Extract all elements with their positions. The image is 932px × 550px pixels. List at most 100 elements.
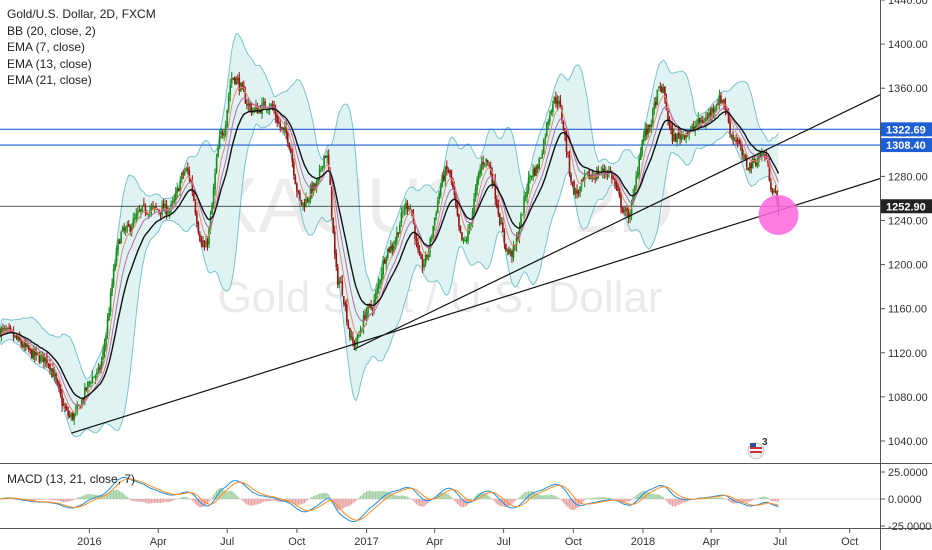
candle-body: [62, 404, 65, 406]
candle-body: [371, 309, 374, 311]
candle-body: [645, 128, 648, 135]
legend-ema13[interactable]: EMA (13, close): [7, 56, 92, 71]
candle-body: [758, 155, 760, 163]
candle-body: [106, 319, 109, 335]
candle-body: [305, 198, 307, 207]
candle-body: [650, 124, 653, 128]
candle-body: [31, 349, 33, 359]
candle-body: [547, 121, 550, 124]
candle-body: [37, 352, 39, 355]
candle-body: [529, 176, 531, 178]
candle-body: [20, 341, 23, 345]
macd-tick-label: 0.0000: [888, 494, 922, 506]
candle-body: [171, 201, 174, 203]
candle-body: [93, 376, 95, 378]
candle-body: [96, 371, 98, 375]
macd-pane: [0, 476, 880, 522]
candle-body: [458, 214, 460, 227]
price-badges: 1322.69 1308.40 1252.90: [881, 122, 932, 214]
candle-body: [386, 248, 389, 258]
flag-badge: 3: [747, 437, 768, 460]
candle-body: [756, 160, 759, 166]
candle-body: [162, 204, 165, 211]
candle-body: [356, 335, 359, 345]
horizontal-levels: [0, 128, 880, 207]
candle-body: [545, 122, 548, 137]
candle-body: [518, 228, 521, 238]
candle-body: [630, 202, 633, 217]
candle-body: [285, 126, 288, 134]
time-tick-label: Oct: [841, 536, 858, 548]
candle-body: [223, 134, 225, 136]
candle-body: [735, 139, 737, 142]
candle-body: [556, 101, 559, 105]
candle-body: [524, 195, 527, 197]
candle-body: [632, 194, 634, 204]
candle-body: [697, 118, 700, 125]
legend-bb[interactable]: BB (20, close, 2): [7, 23, 96, 38]
ema-lines: [0, 86, 780, 413]
candle-body: [552, 104, 554, 113]
candle-body: [402, 211, 404, 213]
candle-body: [558, 100, 560, 104]
candle-body: [695, 124, 698, 127]
candle-body: [694, 125, 697, 130]
candle-body: [676, 133, 678, 143]
candle-body: [124, 228, 127, 232]
candle-body: [686, 132, 689, 135]
candle-body: [109, 292, 112, 312]
candle-body: [127, 224, 130, 227]
candle-body: [582, 178, 584, 180]
candle-body: [555, 97, 557, 103]
candle-body: [732, 134, 734, 140]
candle-body: [403, 210, 406, 212]
candle-body: [714, 108, 716, 114]
candle-body: [26, 344, 29, 348]
candle-body: [624, 209, 627, 212]
candle-body: [659, 86, 662, 88]
candle-body: [664, 86, 666, 99]
candle-body: [433, 217, 436, 226]
candle-body: [99, 367, 101, 370]
candle-body: [583, 173, 586, 181]
candle-body: [741, 147, 743, 156]
candle-body: [143, 204, 145, 206]
candle-body: [303, 203, 306, 208]
macd-legend[interactable]: MACD (13, 21, close, 7): [7, 472, 136, 486]
candle-body: [417, 241, 419, 250]
candle-body: [144, 206, 147, 213]
legend-symbol[interactable]: Gold/U.S. Dollar, 2D, FXCM: [7, 7, 156, 21]
candle-body: [283, 127, 286, 131]
candle-body: [177, 188, 180, 192]
time-axis[interactable]: 2016 Apr Jul Oct 2017 Apr Jul Oct 2018 Apr Jul Oct: [77, 528, 858, 548]
candle-body: [40, 355, 42, 363]
candle-body: [527, 177, 530, 192]
trend-line: [353, 94, 880, 350]
candle-body: [388, 247, 391, 252]
candle-body: [626, 207, 628, 211]
candle-body: [262, 101, 265, 103]
candle-body: [709, 112, 712, 116]
candle-body: [515, 237, 518, 246]
price-axis[interactable]: 1440.001400.001360.001320.001280.001240.…: [880, 0, 928, 448]
candle-body: [385, 258, 388, 264]
candle-body: [470, 223, 472, 226]
candle-body: [6, 328, 9, 330]
candle-body: [526, 190, 528, 198]
candle-body: [108, 312, 110, 321]
candle-body: [232, 77, 235, 79]
candle-body: [414, 223, 416, 240]
candle-body: [751, 158, 754, 169]
candle-body: [32, 349, 35, 359]
candle-body: [282, 127, 285, 129]
candle-body: [130, 227, 133, 233]
candle-body: [671, 127, 674, 142]
candle-body: [530, 175, 533, 178]
legend-ema7[interactable]: EMA (7, close): [7, 40, 86, 54]
candle-body: [452, 179, 454, 187]
candle-body: [568, 155, 571, 174]
candle-body: [655, 101, 657, 106]
candle-body: [446, 165, 448, 170]
legend-ema21[interactable]: EMA (21, close): [7, 73, 92, 87]
